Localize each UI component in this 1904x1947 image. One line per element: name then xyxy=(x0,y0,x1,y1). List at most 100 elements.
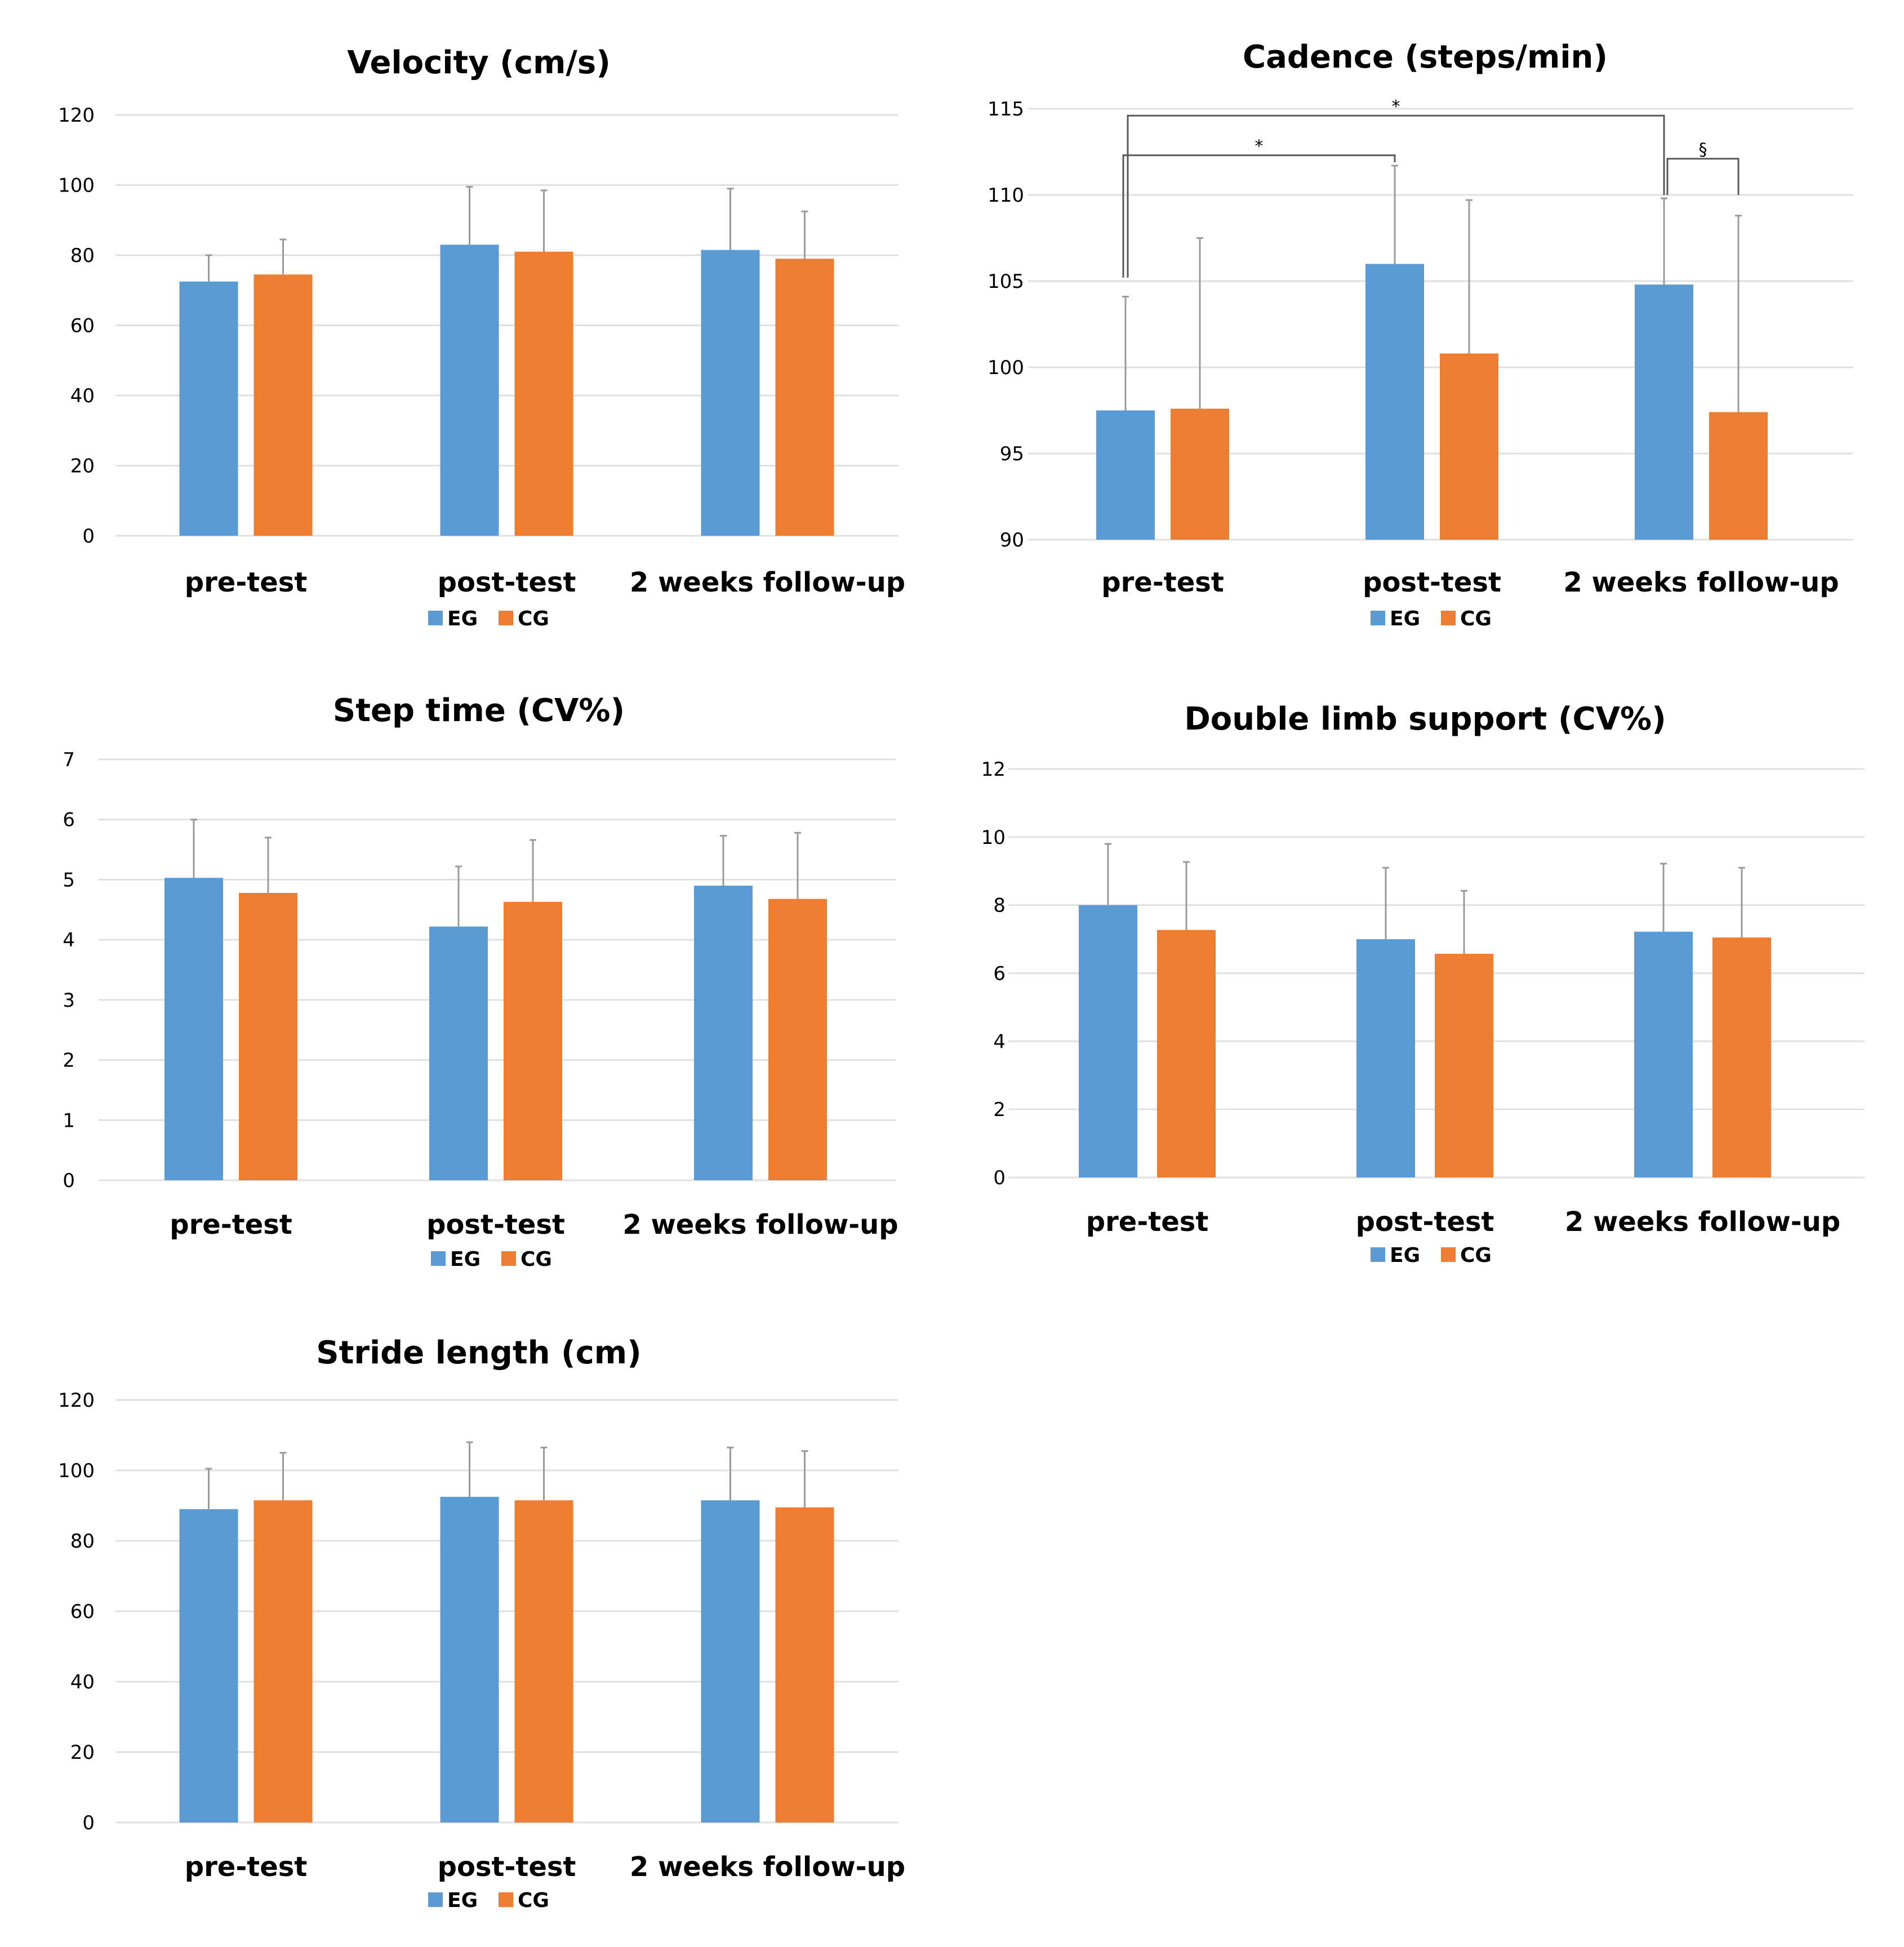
error-bar-eg-pre-test xyxy=(190,819,197,878)
significance-bracket xyxy=(1122,154,1396,278)
y-tick-label: 5 xyxy=(63,869,75,891)
bar-cg-post-test xyxy=(1435,954,1493,1177)
bar-cg-post-test xyxy=(514,1500,573,1822)
legend-swatch-cg xyxy=(1441,611,1456,625)
legend-label-eg: EG xyxy=(450,1248,481,1271)
y-tick-label: 12 xyxy=(981,758,1006,781)
legend-swatch-cg xyxy=(1441,1247,1456,1262)
legend-label-cg: CG xyxy=(521,1248,552,1271)
y-tick-label: 20 xyxy=(70,455,95,478)
bar-eg-2-weeks-follow-up xyxy=(1635,285,1693,540)
y-tick-label: 80 xyxy=(70,245,95,267)
bar-cg-2-weeks-follow-up xyxy=(775,259,834,536)
error-bar-eg-pre-test xyxy=(205,254,212,282)
y-tick-label: 100 xyxy=(58,1460,95,1482)
legend-swatch-cg xyxy=(499,1892,513,1907)
y-tick-label: 2 xyxy=(63,1050,75,1072)
legend-swatch-eg xyxy=(1371,611,1385,625)
legend-label-cg: CG xyxy=(518,1889,549,1912)
error-bar-cg-2-weeks-follow-up xyxy=(794,832,801,899)
x-tick-label: pre-test xyxy=(185,1851,308,1883)
chart-title: Stride length (cm) xyxy=(316,1335,641,1371)
legend-label-cg: CG xyxy=(518,607,549,630)
y-tick-label: 105 xyxy=(987,270,1024,293)
chart-title: Cadence (steps/min) xyxy=(1243,39,1608,75)
error-bar-cg-post-test xyxy=(1466,199,1473,354)
y-tick-label: 4 xyxy=(63,929,75,952)
y-tick-label: 120 xyxy=(58,104,95,127)
error-bar-cg-pre-test xyxy=(279,238,287,275)
bar-cg-pre-test xyxy=(253,274,313,536)
y-tick-label: 60 xyxy=(70,315,95,337)
y-tick-label: 40 xyxy=(70,1671,95,1693)
error-bar-eg-post-test xyxy=(466,186,473,245)
y-tick-label: 3 xyxy=(63,989,75,1012)
error-bar-cg-pre-test xyxy=(279,1452,287,1501)
y-tick-label: 40 xyxy=(70,385,95,407)
y-tick-label: 8 xyxy=(993,895,1006,917)
error-bar-cg-2-weeks-follow-up xyxy=(1738,866,1745,938)
y-tick-label: 115 xyxy=(987,98,1024,121)
y-tick-label: 0 xyxy=(82,525,95,548)
significance-annotations: * * § xyxy=(1122,97,1740,278)
x-tick-label: pre-test xyxy=(185,567,308,598)
y-tick-label: 0 xyxy=(993,1167,1006,1189)
legend-label-cg: CG xyxy=(1460,607,1492,630)
error-bar-cg-post-test xyxy=(530,839,536,902)
bar-eg-pre-test xyxy=(164,878,223,1180)
y-tick-label: 60 xyxy=(70,1601,95,1623)
y-tick-label: 0 xyxy=(82,1812,95,1834)
legend-label-eg: EG xyxy=(447,607,478,630)
bar-eg-post-test xyxy=(440,245,499,536)
error-bar-eg-2-weeks-follow-up xyxy=(727,1446,734,1501)
chart-panel-double-limb-support-cv: Double limb support (CV%) 0 2 4 6 8 10 12 pre-te… xyxy=(981,701,1865,1267)
y-tick-label: 95 xyxy=(1000,443,1024,465)
error-bar-cg-post-test xyxy=(540,189,548,252)
error-bar-cg-pre-test xyxy=(265,837,272,893)
significance-label: * xyxy=(1255,137,1264,157)
bar-cg-2-weeks-follow-up xyxy=(775,1507,834,1822)
bar-eg-2-weeks-follow-up xyxy=(694,886,753,1180)
legend: EG CG xyxy=(428,1889,549,1912)
error-bar-eg-post-test xyxy=(466,1441,473,1497)
bar-eg-post-test xyxy=(429,926,488,1180)
bar-cg-2-weeks-follow-up xyxy=(1712,937,1771,1177)
error-bar-cg-post-test xyxy=(1461,890,1467,954)
x-tick-label: 2 weeks follow-up xyxy=(630,567,905,598)
y-tick-label: 1 xyxy=(63,1109,75,1132)
legend-swatch-eg xyxy=(428,1892,443,1907)
x-tick-label: 2 weeks follow-up xyxy=(622,1209,898,1241)
bar-cg-pre-test xyxy=(253,1500,313,1822)
y-tick-label: 120 xyxy=(58,1389,95,1412)
bar-eg-post-test xyxy=(440,1496,499,1822)
bar-cg-post-test xyxy=(504,901,562,1180)
y-tick-label: 90 xyxy=(1000,529,1024,552)
legend: EG CG xyxy=(1371,607,1492,630)
significance-label: * xyxy=(1392,97,1400,117)
y-tick-label: 6 xyxy=(63,809,75,832)
y-tick-label: 2 xyxy=(993,1099,1006,1121)
error-bar-cg-pre-test xyxy=(1196,237,1203,409)
error-bar-eg-post-test xyxy=(1382,866,1389,940)
chart-panel-step-time-cv: Step time (CV%) 0 1 2 3 4 5 6 7 pre-test post-test… xyxy=(63,692,898,1271)
x-tick-label: pre-test xyxy=(1086,1206,1209,1238)
bar-cg-2-weeks-follow-up xyxy=(1709,412,1768,540)
bar-eg-pre-test xyxy=(1079,905,1137,1177)
error-bar-eg-2-weeks-follow-up xyxy=(727,188,734,250)
legend: EG CG xyxy=(428,607,549,630)
y-tick-label: 110 xyxy=(987,184,1024,207)
legend-swatch-eg xyxy=(1371,1247,1385,1262)
legend-swatch-cg xyxy=(499,611,513,625)
x-tick-label: post-test xyxy=(438,1851,576,1883)
significance-bracket xyxy=(1127,114,1665,278)
bar-eg-post-test xyxy=(1365,264,1424,540)
bar-eg-2-weeks-follow-up xyxy=(701,1500,760,1822)
x-tick-label: post-test xyxy=(1363,567,1501,598)
bar-cg-post-test xyxy=(514,251,573,536)
chart-panel-cadence-steps-min: Cadence (steps/min) 90 95 100 105 110 115 pre-t… xyxy=(987,39,1853,630)
error-bar-cg-post-test xyxy=(540,1446,548,1501)
y-tick-label: 6 xyxy=(993,963,1006,985)
chart-panel-velocity-cm-s: Velocity (cm/s) 0 20 40 60 80 100 120 pre-test po… xyxy=(58,45,905,630)
bar-cg-2-weeks-follow-up xyxy=(768,899,827,1180)
